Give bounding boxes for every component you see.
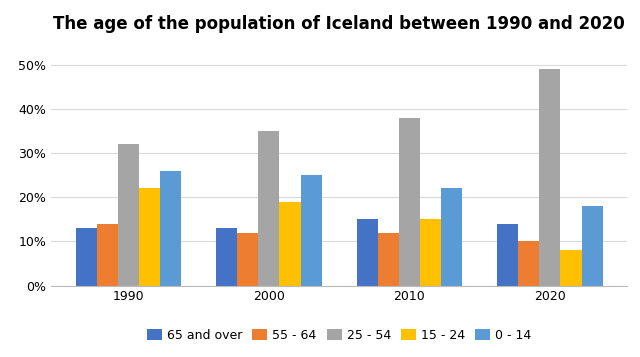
Bar bbox=[139, 188, 160, 286]
Title: The age of the population of Iceland between 1990 and 2020: The age of the population of Iceland bet… bbox=[53, 15, 625, 33]
Bar bbox=[237, 233, 259, 286]
Bar bbox=[518, 241, 540, 286]
Bar bbox=[378, 233, 399, 286]
Bar bbox=[540, 69, 561, 286]
Bar bbox=[216, 228, 237, 286]
Bar bbox=[582, 206, 603, 286]
Bar bbox=[497, 224, 518, 286]
Bar bbox=[118, 144, 139, 286]
Bar bbox=[399, 118, 420, 286]
Bar bbox=[97, 224, 118, 286]
Bar bbox=[441, 188, 462, 286]
Bar bbox=[259, 131, 280, 286]
Bar bbox=[280, 202, 301, 286]
Bar bbox=[301, 175, 322, 286]
Bar bbox=[356, 220, 378, 286]
Bar bbox=[160, 171, 181, 286]
Bar bbox=[561, 250, 582, 286]
Legend: 65 and over, 55 - 64, 25 - 54, 15 - 24, 0 - 14: 65 and over, 55 - 64, 25 - 54, 15 - 24, … bbox=[142, 324, 536, 347]
Bar bbox=[420, 220, 441, 286]
Bar bbox=[76, 228, 97, 286]
